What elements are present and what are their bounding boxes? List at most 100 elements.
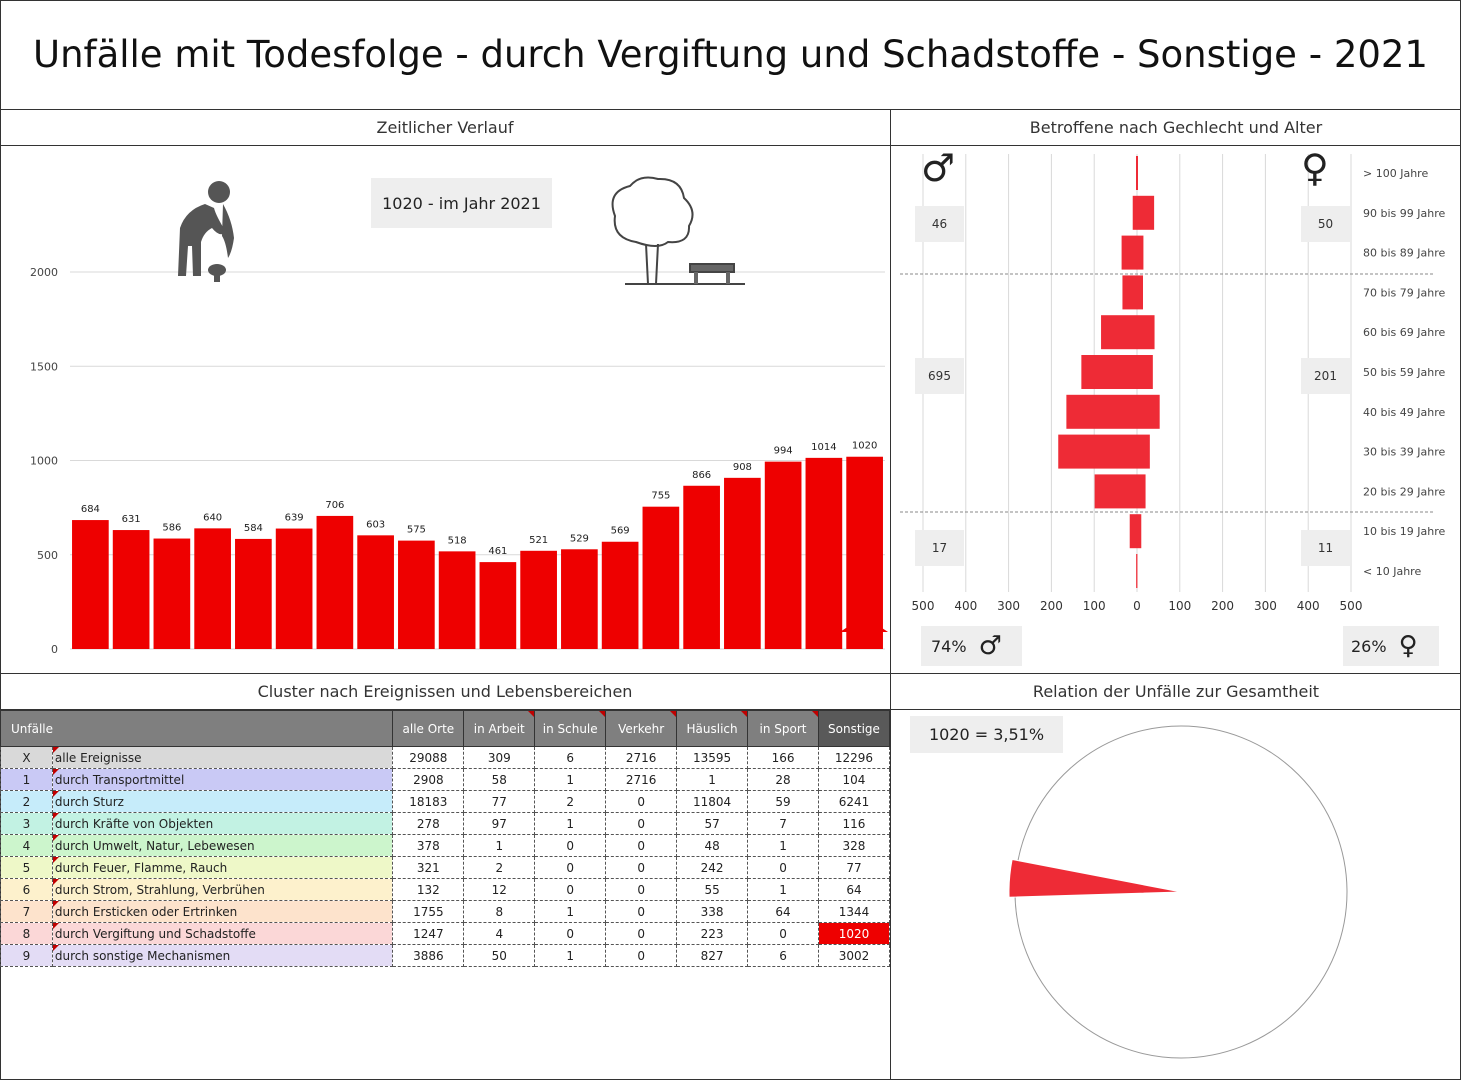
bar <box>72 520 109 649</box>
age-group-label: 30 bis 39 Jahre <box>1363 446 1445 459</box>
bar <box>520 550 557 649</box>
pyramid-bar <box>1132 195 1155 230</box>
table-cell: 3002 <box>817 944 891 967</box>
table-cell: 4 <box>463 922 536 945</box>
bar <box>112 530 150 649</box>
age-group-label: 80 bis 89 Jahre <box>1363 247 1445 260</box>
x-tick-label: 2021 <box>852 672 877 673</box>
x-tick-label: 2006 <box>241 672 266 673</box>
pyramid-bar <box>1121 235 1144 270</box>
table-cell: 0 <box>747 922 819 945</box>
data-label: 706 <box>325 500 344 511</box>
x-tick-label: 200 <box>1211 599 1234 613</box>
pyramid-bar <box>1122 275 1143 310</box>
row-label: durch Umwelt, Natur, Lebewesen <box>51 834 394 857</box>
y-tick-label: 500 <box>37 549 58 562</box>
table-cell: 1 <box>534 812 607 835</box>
column-header: alle Orte <box>392 710 465 747</box>
row-id: 7 <box>0 900 53 923</box>
cluster-panel: Cluster nach Ereignissen und Lebensberei… <box>0 674 891 1080</box>
table-cell: 18183 <box>392 790 465 813</box>
x-tick-label: 2014 <box>567 672 592 673</box>
bar <box>479 562 517 649</box>
table-cell: 338 <box>676 900 749 923</box>
male-group-value: 46 <box>915 206 964 242</box>
table-row: 7 durch Ersticken oder Ertrinken 1755 8 1 0 33… <box>0 900 891 923</box>
table-cell: 12 <box>463 878 536 901</box>
age-group-label: 60 bis 69 Jahre <box>1363 326 1445 339</box>
bar <box>398 540 435 649</box>
table-cell: 1 <box>463 834 536 857</box>
table-cell: 6 <box>747 944 819 967</box>
bar <box>724 477 761 649</box>
table-cell: 827 <box>676 944 749 967</box>
male-icon: ♂ <box>978 631 1002 661</box>
bar <box>764 461 802 649</box>
data-label: 603 <box>366 519 385 530</box>
data-label: 575 <box>407 525 426 536</box>
table-cell: 223 <box>676 922 749 945</box>
table-cell: 1755 <box>392 900 465 923</box>
bar <box>235 538 272 649</box>
table-row: 4 durch Umwelt, Natur, Lebewesen 378 1 0 0 48 1… <box>0 834 891 857</box>
data-label: 684 <box>81 504 100 515</box>
pyramid-chart: 500 400 300 200 100 0 100 200 300 400 500 > 100 Ja… <box>900 154 1445 613</box>
data-label: 908 <box>733 462 752 473</box>
table-cell: 278 <box>392 812 465 835</box>
y-tick-label: 2000 <box>30 266 58 279</box>
data-label: 461 <box>488 546 507 557</box>
table-cell: 0 <box>605 944 678 967</box>
table-cell: 1 <box>534 900 607 923</box>
row-label: durch sonstige Mechanismen <box>51 944 394 967</box>
table-cell: 29088 <box>392 746 465 769</box>
bar <box>153 538 191 649</box>
bar <box>805 457 843 649</box>
column-header: in Sport <box>747 710 819 747</box>
male-group-value: 695 <box>915 358 964 394</box>
table-cell: 166 <box>747 746 819 769</box>
table-row: 5 durch Feuer, Flamme, Rauch 321 2 0 0 242 0 77 <box>0 856 891 879</box>
data-label: 1014 <box>811 442 836 453</box>
x-tick-label: 100 <box>1168 599 1191 613</box>
male-percent-box: 74% ♂ <box>921 626 1022 666</box>
age-group-label: 90 bis 99 Jahre <box>1363 207 1445 220</box>
column-header: in Arbeit <box>463 710 536 747</box>
row-id: 9 <box>0 944 53 967</box>
table-cell: 6 <box>534 746 607 769</box>
male-icon: ♂ <box>921 146 956 190</box>
data-label: 631 <box>122 514 141 525</box>
bar <box>194 528 231 649</box>
x-tick-label: 2017 <box>689 672 714 673</box>
x-tick-label: 2013 <box>526 672 551 673</box>
row-label: durch Vergiftung und Schadstoffe <box>51 922 394 945</box>
pyramid-bar <box>1058 434 1150 469</box>
bar <box>316 515 354 649</box>
pyramid-bar <box>1136 554 1138 588</box>
table-cell: 309 <box>463 746 536 769</box>
relation-chart <box>1008 725 1348 1059</box>
pyramid-bar <box>1101 315 1155 350</box>
table-cell: 55 <box>676 878 749 901</box>
x-tick-label: 0 <box>1133 599 1141 613</box>
female-percent: 26% <box>1351 636 1387 656</box>
arrow-up-icon <box>840 616 888 640</box>
table-cell: 0 <box>747 856 819 879</box>
table-cell: 2908 <box>392 768 465 791</box>
pyramid-bar <box>1094 474 1146 509</box>
age-group-label: 20 bis 29 Jahre <box>1363 485 1445 498</box>
table-cell: 104 <box>817 768 891 791</box>
bar <box>683 485 720 649</box>
row-id: 4 <box>0 834 53 857</box>
row-label: durch Feuer, Flamme, Rauch <box>51 856 394 879</box>
table-cell: 97 <box>463 812 536 835</box>
pyramid-panel: Betroffene nach Gechlecht und Alter 500 4… <box>891 110 1461 674</box>
table-cell: 2716 <box>605 746 678 769</box>
table-cell: 48 <box>676 834 749 857</box>
pyramid-bar <box>1136 156 1138 190</box>
table-cell: 8 <box>463 900 536 923</box>
table-cell: 77 <box>817 856 891 879</box>
age-group-label: > 100 Jahre <box>1363 167 1428 180</box>
female-icon: ♀ <box>1398 631 1418 661</box>
